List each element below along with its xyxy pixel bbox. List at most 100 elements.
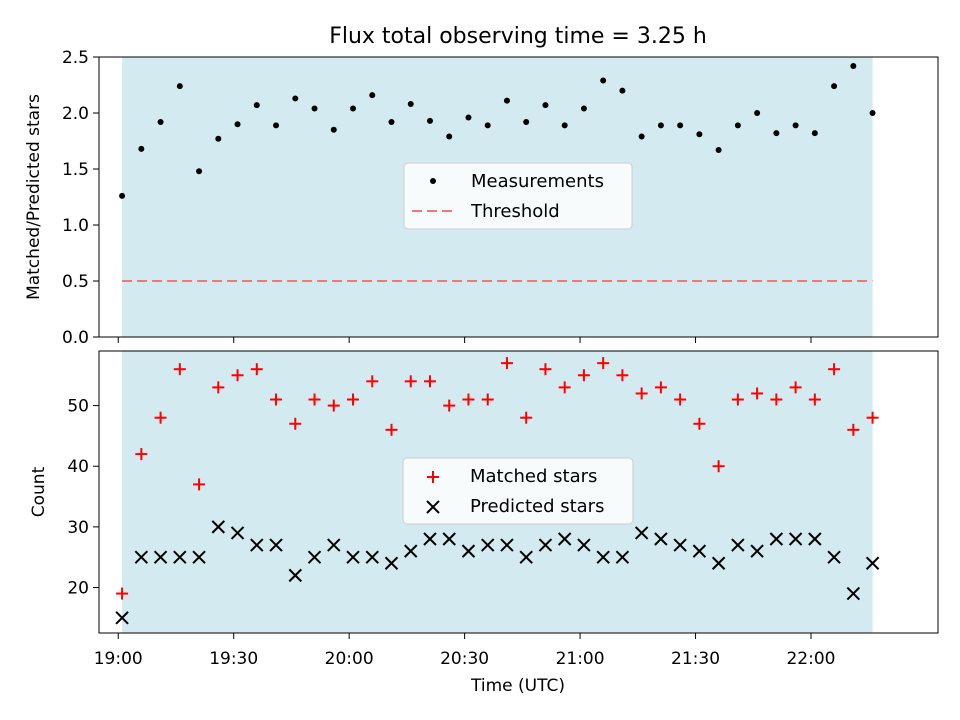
measurement-point <box>638 133 645 140</box>
predicted-star-point <box>115 611 129 625</box>
measurement-point <box>503 97 510 104</box>
matched-star-point <box>193 478 206 491</box>
y-tick-label: 30 <box>67 518 89 538</box>
bottom-panel: 20 30 40 50 19:00 19:30 20:00 20:30 21:00 21:30 2… <box>29 350 939 696</box>
matched-star-point <box>577 369 590 382</box>
legend-matched-label: Matched stars <box>470 466 597 487</box>
matched-star-point <box>635 387 648 400</box>
matched-star-point <box>154 411 167 424</box>
top-legend: Measurements Threshold <box>403 162 633 230</box>
predicted-star-point <box>211 520 226 534</box>
measurement-point <box>715 146 722 153</box>
matched-star-point <box>674 393 687 406</box>
matched-star-point <box>731 393 744 406</box>
matched-star-point <box>866 411 879 424</box>
x-tick-label: 20:30 <box>440 649 489 669</box>
predicted-star-point <box>365 550 379 564</box>
measurement-point <box>619 87 626 94</box>
predicted-star-point <box>192 550 206 564</box>
x-tick-label: 21:00 <box>556 649 605 669</box>
y-tick-label: 50 <box>67 397 89 417</box>
matched-star-point <box>789 381 802 394</box>
bottom-legend-box <box>402 457 634 525</box>
x-axis-label: Time (UTC) <box>470 676 565 696</box>
measurement-point <box>138 145 145 152</box>
matched-star-point <box>751 387 764 400</box>
matched-star-point <box>443 399 456 412</box>
predicted-star-point <box>500 538 514 552</box>
predicted-star-point <box>230 526 245 540</box>
y-tick-label: 1.5 <box>62 160 89 180</box>
predicted-star-point <box>846 586 861 601</box>
matched-star-point <box>116 587 129 600</box>
legend-predicted-marker <box>426 500 440 514</box>
y-tick-label: 40 <box>67 457 89 477</box>
bottom-y-axis-label: Count <box>29 466 49 517</box>
measurement-point <box>580 105 587 112</box>
x-tick-label: 21:30 <box>671 649 720 669</box>
measurement-point <box>484 122 491 129</box>
matched-star-point <box>558 381 571 394</box>
predicted-star-point <box>673 538 687 552</box>
x-tick-label: 20:00 <box>325 649 374 669</box>
y-tick-label: 0.5 <box>62 272 89 292</box>
matched-star-point <box>520 411 533 424</box>
chart-title: Flux total observing time = 3.25 h <box>329 24 707 49</box>
predicted-star-point <box>250 538 264 552</box>
top-y-axis: 0.0 0.5 1.0 1.5 2.0 2.5 <box>62 48 99 348</box>
matched-star-point <box>539 363 552 376</box>
legend-predicted-label: Predicted stars <box>470 496 604 517</box>
predicted-star-point <box>711 556 726 570</box>
top-y-axis-label: Matched/Predicted stars <box>24 94 44 300</box>
predicted-star-point <box>577 538 591 552</box>
top-panel: 0.0 0.5 1.0 1.5 2.0 2.5 Matched/Predicted sta… <box>24 48 939 348</box>
measurement-point <box>792 122 799 129</box>
predicted-star-point <box>750 544 764 558</box>
bottom-y-axis: 20 30 40 50 <box>67 397 99 599</box>
predicted-star-point <box>615 550 630 564</box>
predicted-star-point <box>384 556 399 570</box>
y-tick-label: 2.5 <box>62 48 89 68</box>
predicted-star-point <box>288 568 302 583</box>
matched-star-point <box>847 423 860 436</box>
matched-star-point <box>135 448 148 461</box>
predicted-star-point <box>654 532 668 546</box>
y-tick-label: 1.0 <box>62 216 89 236</box>
bottom-legend: Matched stars Predicted stars <box>402 457 634 525</box>
matched-star-point <box>212 381 225 394</box>
predicted-star-point <box>596 550 610 564</box>
matched-star-point <box>404 375 417 388</box>
matched-star-point <box>462 393 475 406</box>
matched-star-point <box>693 417 706 430</box>
y-tick-label: 2.0 <box>62 104 89 124</box>
predicted-star-point <box>153 550 168 564</box>
legend-threshold-label: Threshold <box>470 201 560 222</box>
predicted-star-point <box>423 532 437 546</box>
measurement-point <box>388 118 395 125</box>
measurement-point <box>311 105 318 112</box>
matched-star-point <box>231 369 244 382</box>
measurement-point <box>234 121 241 128</box>
predicted-star-point <box>827 550 841 564</box>
predicted-star-point <box>404 544 418 558</box>
measurement-point <box>657 122 664 129</box>
matched-star-point <box>654 381 667 394</box>
predicted-star-point <box>461 544 476 558</box>
predicted-star-point <box>788 532 803 546</box>
measurement-point <box>600 77 607 84</box>
matched-star-point <box>500 357 513 370</box>
predicted-star-point <box>865 556 880 570</box>
measurement-point <box>811 130 818 137</box>
measurement-point <box>465 114 472 121</box>
predicted-star-point <box>538 538 553 552</box>
measurement-point <box>157 118 164 125</box>
measurement-point <box>446 133 453 140</box>
top-plot-frame <box>98 56 939 338</box>
matched-star-point <box>173 363 186 376</box>
predicted-star-point <box>634 526 649 540</box>
matched-star-point <box>270 393 283 406</box>
measurement-point <box>215 135 222 142</box>
measurement-point <box>350 105 357 112</box>
matched-star-point <box>770 393 783 406</box>
measurement-point <box>523 118 530 125</box>
